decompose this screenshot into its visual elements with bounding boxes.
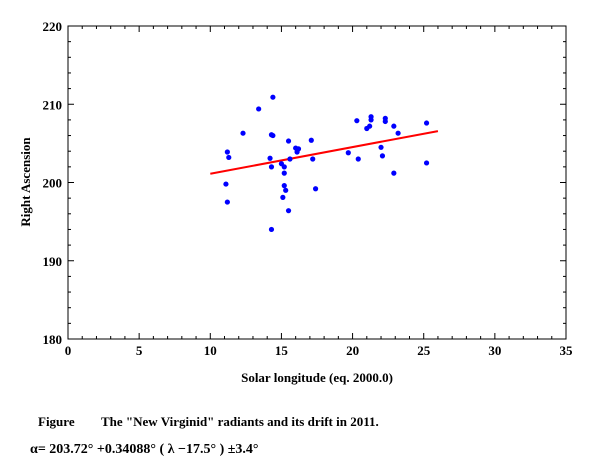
radiant-point	[224, 149, 230, 155]
x-tick-label: 0	[65, 343, 72, 358]
radiant-point	[345, 150, 351, 156]
radiant-point	[224, 199, 230, 205]
drift-formula: α= 203.72° +0.34088° ( λ −17.5° ) ±3.4°	[30, 442, 259, 457]
radiant-point	[423, 160, 430, 166]
radiant-point	[281, 170, 287, 176]
radiant-point	[268, 226, 275, 233]
radiant-point	[295, 146, 302, 152]
radiant-point	[285, 138, 292, 144]
radiant-point	[368, 114, 374, 120]
radiant-point	[226, 154, 232, 161]
radiant-point	[379, 153, 386, 159]
radiant-point	[240, 130, 246, 136]
radiant-point	[280, 194, 286, 200]
radiant-point	[287, 156, 293, 162]
radiant-point	[270, 132, 276, 139]
radiant-point	[267, 155, 273, 161]
figure-label: Figure	[38, 414, 75, 429]
radiant-point	[223, 181, 229, 187]
radiant-point	[423, 120, 430, 126]
x-tick-label: 15	[275, 343, 289, 358]
radiant-point	[391, 123, 397, 129]
scatter-chart: 0 5 10 15 20 25 30 35 180 190 200 210 220 Solar long…	[18, 19, 574, 385]
x-tick-label: 10	[204, 343, 217, 358]
radiant-point	[310, 156, 316, 162]
x-tick-label: 35	[560, 343, 574, 358]
radiant-point	[281, 164, 287, 170]
radiant-point	[354, 118, 360, 124]
radiant-point	[285, 208, 292, 214]
radiant-point	[268, 164, 275, 170]
y-tick-label: 220	[43, 19, 63, 34]
x-tick-label: 30	[488, 343, 501, 358]
drift-fit-line	[210, 130, 439, 175]
radiant-point	[367, 123, 373, 129]
plot-frame	[67, 25, 567, 340]
y-axis-title: Right Ascension	[18, 137, 33, 227]
y-tick-label: 210	[43, 97, 63, 112]
radiant-point	[391, 170, 397, 176]
figure-caption: Figure The "New Virginid" radiants and i…	[38, 414, 379, 430]
y-tick-label: 200	[43, 176, 63, 191]
radiant-point	[256, 106, 262, 112]
x-axis-title: Solar longitude (eq. 2000.0)	[241, 370, 393, 385]
radiant-point	[312, 186, 319, 192]
radiant-point	[355, 156, 361, 162]
radiant-point	[308, 137, 314, 143]
x-tick-label: 5	[136, 343, 143, 358]
radiant-point	[270, 94, 276, 100]
y-tick-label: 180	[43, 332, 63, 347]
radiant-point	[378, 144, 384, 150]
radiant-point	[283, 187, 289, 193]
figure-caption-text: The "New Virginid" radiants and its drif…	[101, 414, 379, 429]
radiant-point	[281, 183, 287, 189]
radiant-point	[382, 115, 388, 121]
y-tick-label: 190	[43, 254, 63, 269]
x-tick-label: 20	[346, 343, 359, 358]
radiant-point	[395, 130, 401, 136]
x-tick-label: 25	[417, 343, 431, 358]
